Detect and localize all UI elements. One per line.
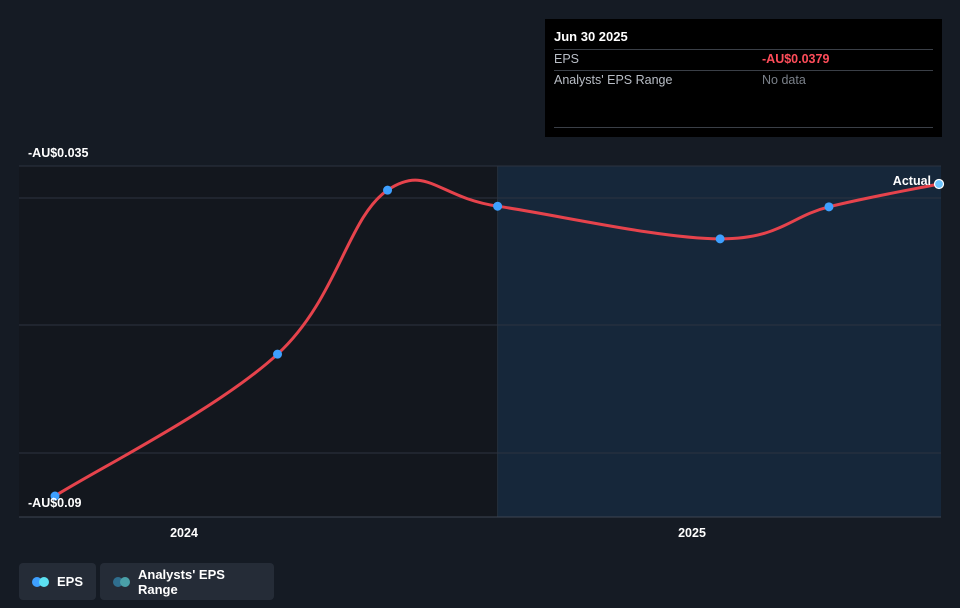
eps-legend-swatch-icon xyxy=(32,576,49,587)
eps-point xyxy=(50,491,60,501)
eps-point xyxy=(824,202,834,212)
legend-eps-label: EPS xyxy=(56,574,83,589)
actual-label: Actual xyxy=(893,174,931,188)
past-region xyxy=(19,166,498,517)
tooltip-eps-value: -AU$0.0379 xyxy=(762,52,830,66)
range-legend-swatch-icon xyxy=(113,576,130,587)
tooltip-row-eps: EPS -AU$0.0379 xyxy=(554,49,933,70)
tooltip-eps-label: EPS xyxy=(554,52,580,66)
x-tick-label-2024: 2024 xyxy=(170,526,198,540)
tooltip-date: Jun 30 2025 xyxy=(554,29,628,44)
eps-point xyxy=(273,349,283,359)
eps-point xyxy=(383,185,393,195)
legend-item-eps[interactable]: EPS xyxy=(19,563,96,600)
tooltip-panel: Jun 30 2025 EPS -AU$0.0379 Analysts' EPS… xyxy=(545,19,942,137)
tooltip-row-range: Analysts' EPS Range No data xyxy=(554,70,933,91)
tooltip-divider xyxy=(554,127,933,128)
eps-point xyxy=(715,234,725,244)
forecast-region xyxy=(497,166,941,517)
legend-item-analysts-range[interactable]: Analysts' EPS Range xyxy=(100,563,274,600)
y-tick-label-top: -AU$0.035 xyxy=(28,146,88,160)
tooltip-range-value: No data xyxy=(762,73,806,87)
y-tick-label-bottom: -AU$0.09 xyxy=(28,496,82,510)
eps-point xyxy=(493,201,503,211)
eps-line xyxy=(53,178,941,498)
tooltip-range-label: Analysts' EPS Range xyxy=(554,73,673,87)
x-tick-label-2025: 2025 xyxy=(678,526,706,540)
legend-range-label: Analysts' EPS Range xyxy=(138,566,225,597)
eps-point xyxy=(933,178,945,190)
